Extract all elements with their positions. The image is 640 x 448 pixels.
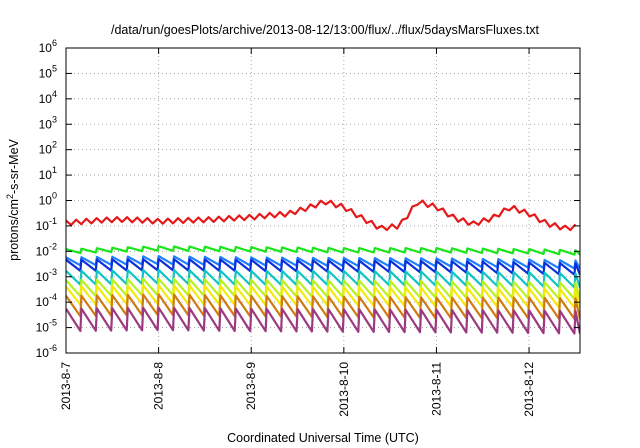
series-line [66,199,577,232]
y-tick-label: 104 [39,89,57,106]
y-tick-label: 101 [39,165,57,182]
y-tick-label: 10-3 [36,267,57,284]
y-tick-label: 103 [39,114,57,131]
y-tick-label: 102 [39,140,57,157]
y-tick-label: 10-1 [36,216,57,233]
chart-title: /data/run/goesPlots/archive/2013-08-12/1… [111,23,540,37]
series-line [66,257,580,276]
y-tick-label: 105 [39,63,57,80]
x-tick-label: 2013-8-8 [152,362,166,410]
x-tick-label: 2013-8-10 [337,362,351,417]
y-axis: 10-6 10-5 10-4 10-3 10-2 10-1 100 101 102 103 104 1… [36,38,580,360]
x-axis: 2013-8-7 2013-8-8 2013-8-9 2013-8-10 2013-8-… [59,48,536,417]
plot-area [66,199,580,335]
y-tick-label: 10-6 [36,343,57,360]
y-axis-label: protons/cm2-s-sr-MeV [5,138,21,260]
series-line [66,306,580,335]
y-tick-label: 106 [39,38,57,55]
x-tick-label: 2013-8-12 [522,362,536,417]
x-tick-label: 2013-8-11 [429,362,443,416]
x-axis-label: Coordinated Universal Time (UTC) [227,431,419,445]
y-tick-label: 10-4 [36,292,57,309]
x-tick-label: 2013-8-7 [59,362,73,410]
x-tick-label: 2013-8-9 [244,362,258,410]
y-tick-label: 10-5 [36,318,57,335]
y-tick-label: 10-2 [36,241,57,258]
series-line [66,245,580,256]
y-tick-label: 100 [39,191,57,208]
